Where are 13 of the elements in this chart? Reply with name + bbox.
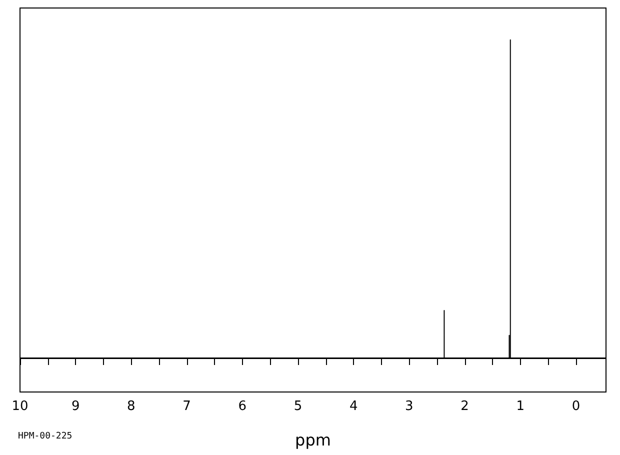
x-tick-label: 7 [182, 399, 191, 414]
x-tick-label: 6 [238, 399, 247, 414]
x-tick-label: 5 [294, 399, 302, 414]
x-axis-title: ppm [295, 430, 331, 450]
x-tick-label: 8 [127, 399, 136, 414]
text: HPM-00-225 [18, 432, 72, 442]
x-tick-label: 3 [405, 399, 414, 414]
x-tick-label: 9 [71, 399, 80, 414]
x-tick-label: 10 [12, 399, 28, 414]
x-tick-label: 4 [349, 399, 358, 414]
x-tick-label: 1 [516, 399, 525, 414]
x-tick-label: 2 [460, 399, 469, 414]
x-tick-label: 0 [572, 399, 580, 414]
